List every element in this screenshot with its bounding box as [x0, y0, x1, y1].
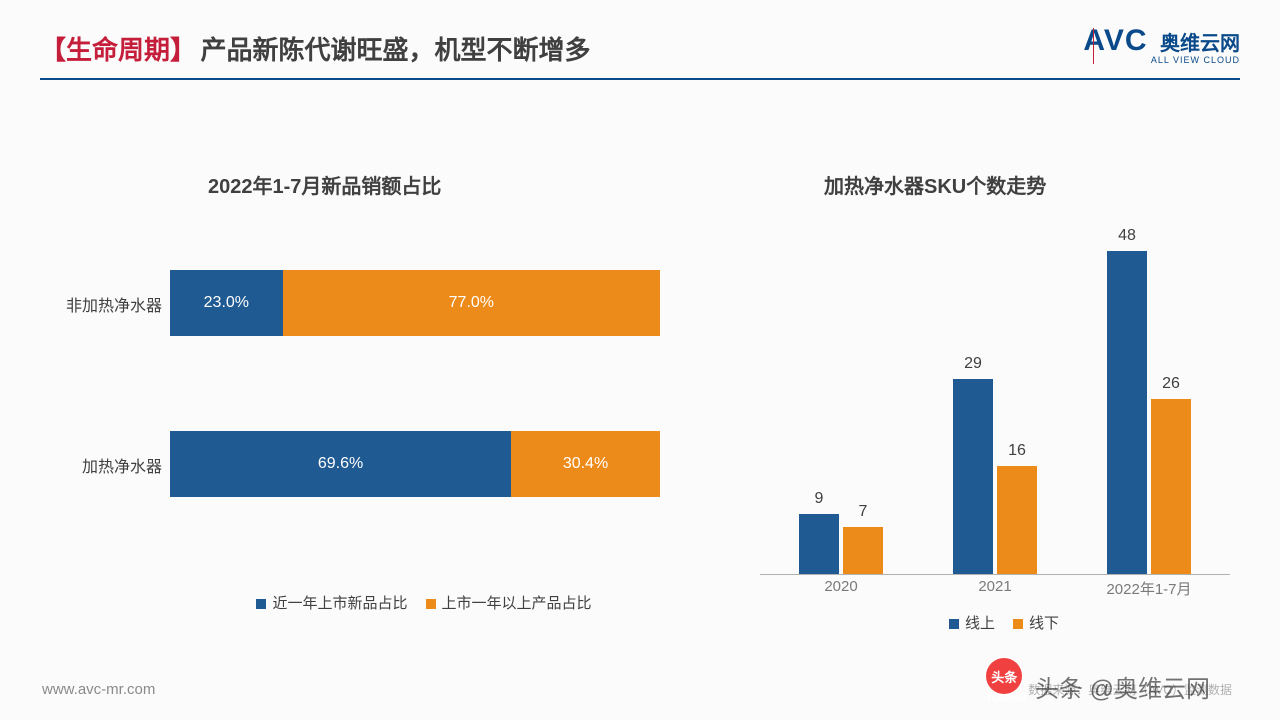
- header-bar: 【生命周期】 产品新陈代谢旺盛，机型不断增多 AVC 奥维云网 ALL VIEW…: [40, 30, 1240, 80]
- left-stacked-bar-chart: 非加热净水器23.0%77.0% 加热净水器69.6%30.4%: [170, 270, 660, 590]
- title-prefix: 【生命周期】: [40, 35, 196, 65]
- vbar-wrap: 9: [799, 238, 839, 574]
- vbar: [843, 527, 883, 574]
- vbar: [997, 466, 1037, 574]
- vbar-wrap: 16: [997, 238, 1037, 574]
- vbar-wrap: 7: [843, 238, 883, 574]
- hbar-row: 加热净水器69.6%30.4%: [170, 431, 660, 497]
- vbar: [799, 514, 839, 574]
- legend-swatch: [256, 599, 266, 609]
- footer-url: www.avc-mr.com: [42, 681, 155, 698]
- vbar-wrap: 29: [953, 238, 993, 574]
- hbar-category-label: 非加热净水器: [42, 292, 162, 316]
- legend-swatch: [1013, 619, 1023, 629]
- right-grouped-bar-chart: 97 29 16 4826 2020 2021 2022年1-7月 线上 线下: [760, 238, 1230, 638]
- legend-swatch: [949, 619, 959, 629]
- legend-label: 近一年上市新品占比: [272, 595, 407, 612]
- vbar-value-label: 16: [997, 442, 1037, 460]
- watermark-text: 头条 @奥维云网: [1035, 676, 1210, 703]
- left-chart-title: 2022年1-7月新品销额占比: [208, 170, 441, 199]
- vbar-value-label: 29: [953, 355, 993, 373]
- watermark: 头条 TOUTIAO 头条 @奥维云网: [986, 654, 1210, 704]
- right-chart-plot-area: 97 29 16 4826: [760, 238, 1230, 575]
- vbar-value-label: 48: [1107, 227, 1147, 245]
- logo-cn-text: 奥维云网: [1160, 34, 1240, 54]
- vchart-category-label: 2021: [930, 578, 1060, 595]
- right-chart-title: 加热净水器SKU个数走势: [824, 170, 1046, 199]
- legend-label: 线下: [1029, 615, 1059, 632]
- vbar-wrap: 26: [1151, 238, 1191, 574]
- hbar-segment: 77.0%: [283, 270, 660, 336]
- title-main: 产品新陈代谢旺盛，机型不断增多: [200, 35, 590, 65]
- watermark-badge: 头条 TOUTIAO: [986, 658, 1022, 694]
- vchart-category-label: 2022年1-7月: [1084, 578, 1214, 599]
- hbar-segment: 30.4%: [511, 431, 660, 497]
- vbar: [1151, 399, 1191, 574]
- legend-label: 上市一年以上产品占比: [442, 595, 592, 612]
- logo-en-text: ALL VIEW CLOUD: [1151, 56, 1240, 65]
- brand-logo: AVC 奥维云网 ALL VIEW CLOUD: [1075, 26, 1240, 65]
- vchart-category-label: 2020: [776, 578, 906, 595]
- hbar-segment: 69.6%: [170, 431, 511, 497]
- hbar-stack: 23.0%77.0%: [170, 270, 660, 336]
- hbar-segment: 23.0%: [170, 270, 283, 336]
- hbar-row: 非加热净水器23.0%77.0%: [170, 270, 660, 336]
- legend-label: 线上: [965, 615, 995, 632]
- right-chart-legend: 线上 线下: [760, 612, 1230, 633]
- vbar-value-label: 7: [843, 503, 883, 521]
- watermark-badge-sub: TOUTIAO: [986, 695, 1022, 702]
- legend-swatch: [426, 599, 436, 609]
- logo-separator: [1093, 28, 1094, 64]
- hbar-stack: 69.6%30.4%: [170, 431, 660, 497]
- vbar: [953, 379, 993, 574]
- watermark-badge-text: 头条: [991, 670, 1017, 685]
- left-chart-legend: 近一年上市新品占比 上市一年以上产品占比: [170, 592, 660, 613]
- vbar-value-label: 9: [799, 490, 839, 508]
- vbar: [1107, 251, 1147, 574]
- hbar-category-label: 加热净水器: [42, 453, 162, 477]
- vbar-value-label: 26: [1151, 375, 1191, 393]
- vbar-wrap: 48: [1107, 238, 1147, 574]
